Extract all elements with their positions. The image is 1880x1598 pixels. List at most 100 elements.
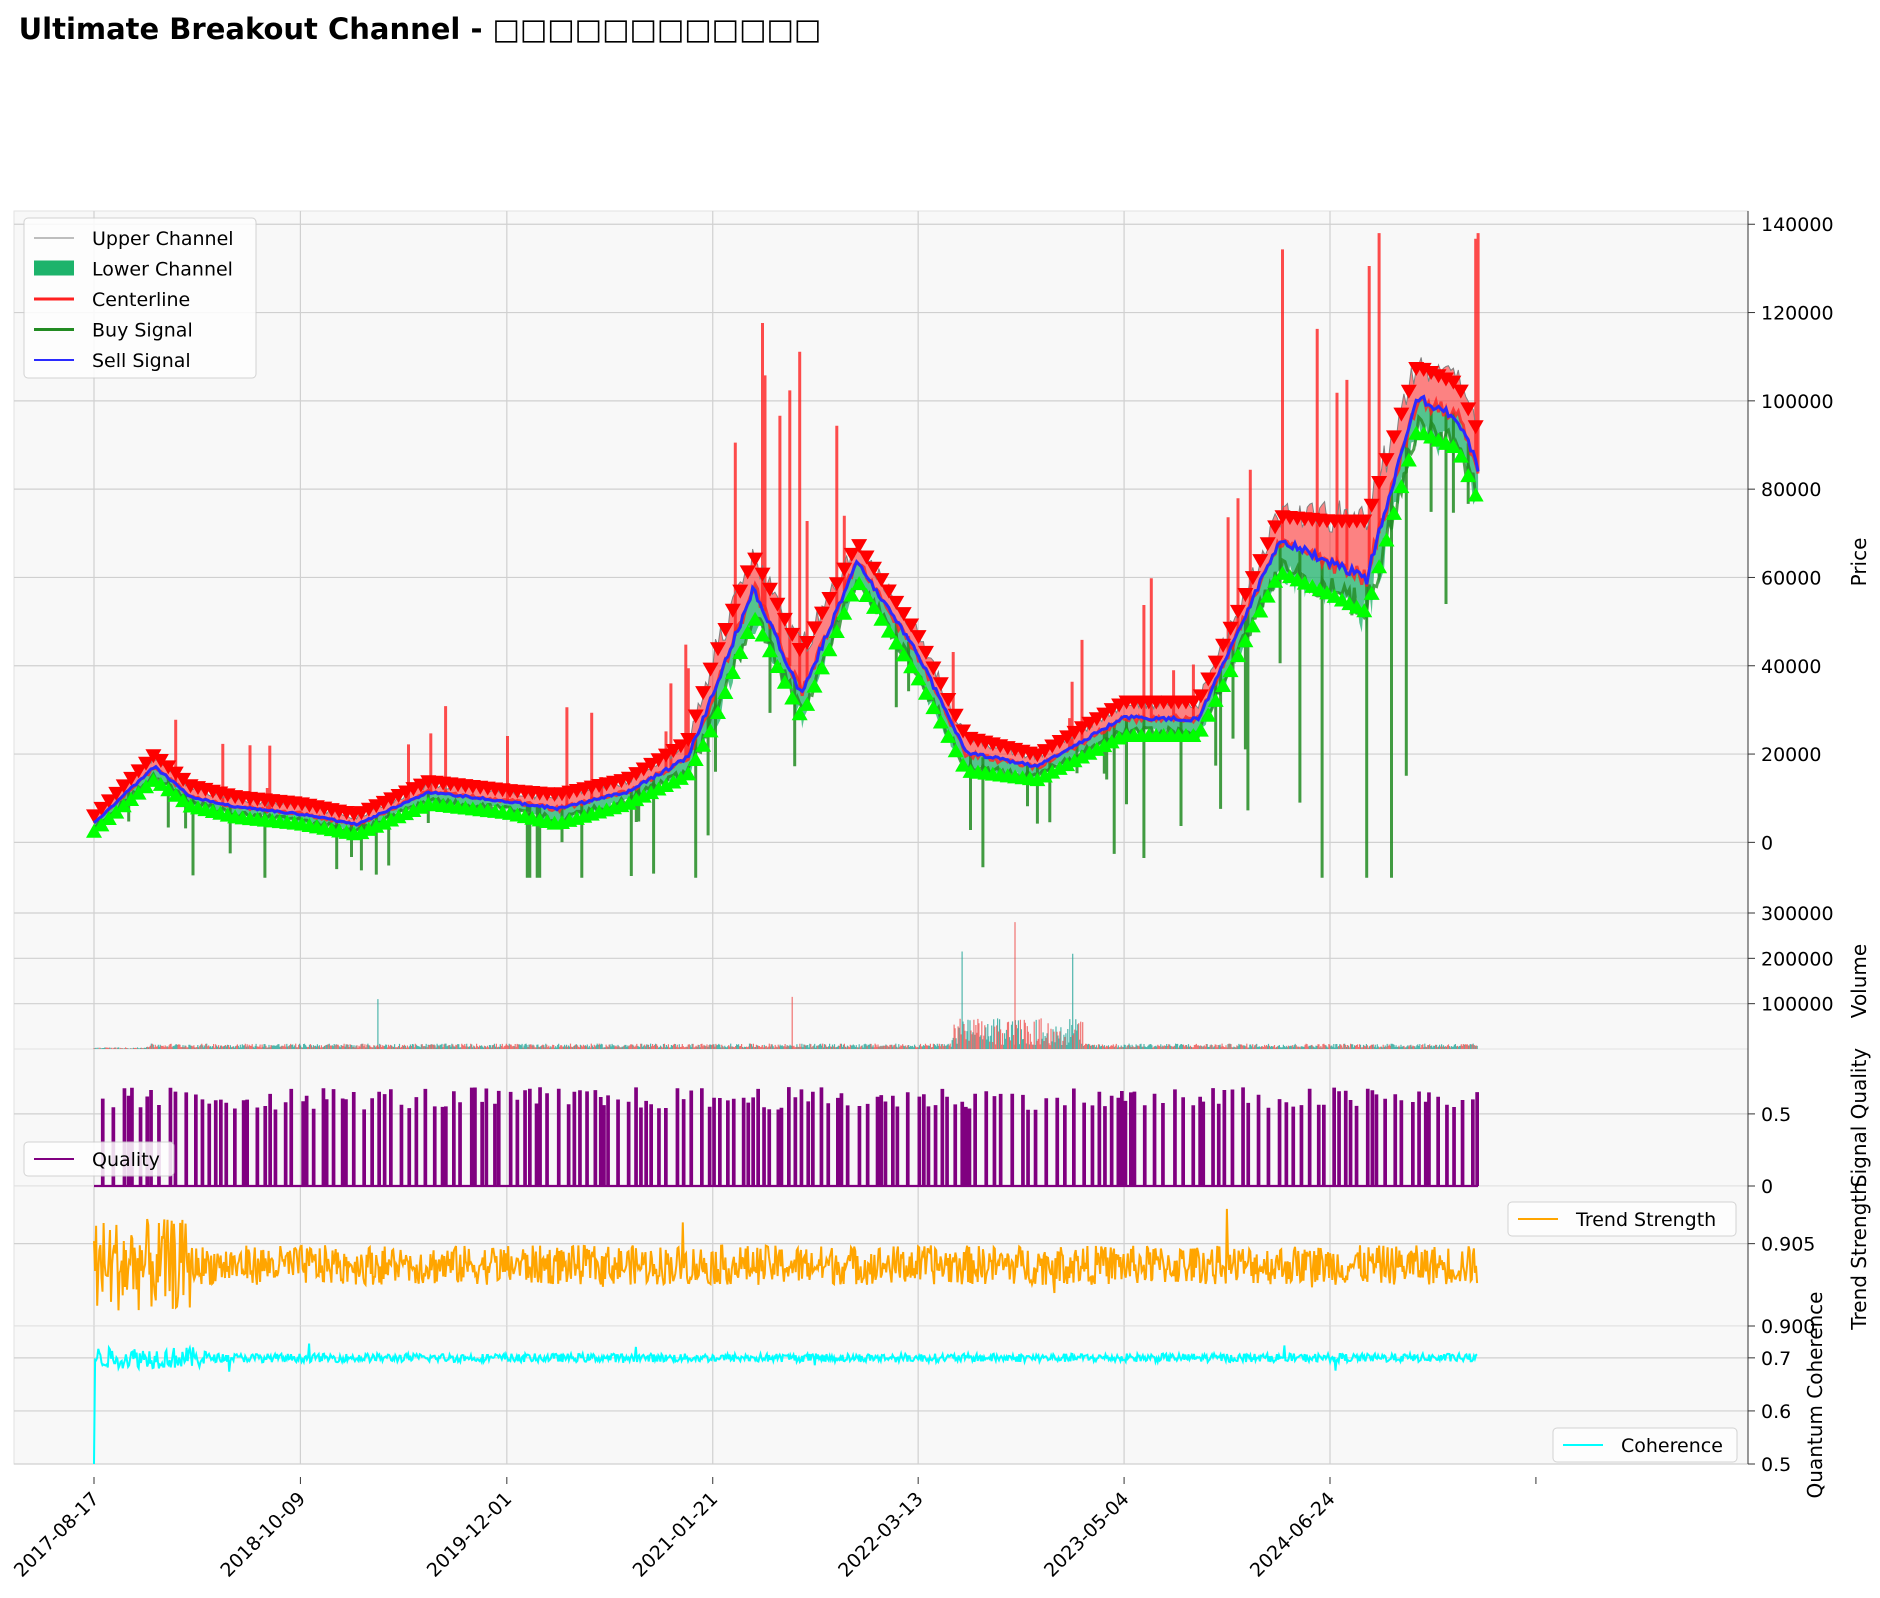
series-quality xyxy=(94,1087,1479,1188)
sell-marker xyxy=(123,771,140,786)
coherence-panel-bg xyxy=(13,1325,1749,1465)
sell-marker xyxy=(1452,384,1469,399)
sell-marker xyxy=(643,757,660,772)
sell-marker xyxy=(1252,554,1269,569)
buy-marker xyxy=(1192,722,1209,737)
buy-marker xyxy=(851,576,868,591)
coherence-axis-label: Quantum Coherence xyxy=(1803,1292,1827,1499)
upper-channel-band xyxy=(94,357,1479,826)
buy-marker xyxy=(1200,707,1217,722)
buy-marker xyxy=(1222,663,1239,678)
buy-marker xyxy=(695,737,712,752)
sell-marker xyxy=(1096,707,1113,722)
chart-title: Ultimate Breakout Channel - □□□□□□□□□□□□ xyxy=(0,12,1880,46)
coherence-legend-box xyxy=(1552,1427,1738,1463)
coherence-legend-label: Coherence xyxy=(1621,1435,1723,1457)
sell-marker xyxy=(917,645,934,660)
buy-marker xyxy=(672,770,689,785)
buy-marker xyxy=(1252,603,1269,618)
buy-marker xyxy=(1036,768,1053,783)
buy-marker xyxy=(657,777,674,792)
buy-marker xyxy=(1215,677,1232,692)
sell-marker xyxy=(843,547,860,562)
buy-marker xyxy=(903,659,920,674)
buy-marker xyxy=(1460,468,1477,483)
quality-ytick-label-0: 0 xyxy=(1761,1176,1773,1198)
sell-marker xyxy=(108,786,125,801)
sell-marker xyxy=(776,612,793,627)
sell-marker xyxy=(1192,689,1209,704)
sell-marker xyxy=(903,618,920,633)
sell-marker xyxy=(865,561,882,576)
quality-legend-label: Quality xyxy=(92,1149,160,1171)
sell-marker xyxy=(739,565,756,580)
buy-marker xyxy=(821,642,838,657)
volume-ytick-label-2: 300000 xyxy=(1761,903,1834,925)
sell-marker xyxy=(747,552,764,567)
buy-marker xyxy=(799,696,816,711)
sell-marker xyxy=(115,779,132,794)
sell-marker xyxy=(628,767,645,782)
buy-marker xyxy=(1452,448,1469,463)
sell-marker xyxy=(1073,721,1090,736)
volume-bars-up xyxy=(94,951,1478,1049)
buy-marker xyxy=(1237,633,1254,648)
sell-marker xyxy=(784,627,801,642)
buy-marker xyxy=(1207,692,1224,707)
buy-marker xyxy=(167,787,184,802)
buy-marker xyxy=(747,611,764,626)
sell-marker xyxy=(137,756,154,771)
buy-marker xyxy=(1267,573,1284,588)
price-ytick-label-2: 40000 xyxy=(1761,656,1821,678)
sell-marker xyxy=(1081,716,1098,731)
sell-marker xyxy=(910,630,927,645)
buy-marker xyxy=(784,690,801,705)
sell-marker xyxy=(828,577,845,592)
buy-marker xyxy=(828,623,845,638)
buy-marker xyxy=(702,723,719,738)
buy-marker xyxy=(1363,585,1380,600)
buy-marker xyxy=(843,587,860,602)
sell-marker xyxy=(709,642,726,657)
buy-marker xyxy=(620,795,637,810)
sell-marker xyxy=(680,732,697,747)
sell-marker xyxy=(93,801,110,816)
sell-marker xyxy=(813,606,830,621)
price-legend-box xyxy=(23,217,257,379)
sell-marker xyxy=(888,595,905,610)
sell-marker xyxy=(1371,475,1388,490)
buy-marker xyxy=(806,678,823,693)
chart-title-text: Ultimate Breakout Channel - □□□□□□□□□□□□ xyxy=(18,12,822,46)
sell-marker xyxy=(724,603,741,618)
buy-marker xyxy=(1356,603,1373,618)
buy-marker xyxy=(880,623,897,638)
volume-axis-label: Volume xyxy=(1847,944,1871,1018)
volume-panel-bg xyxy=(13,912,1749,1050)
buy-marker xyxy=(1185,727,1202,742)
centerline-spikes xyxy=(174,233,1480,811)
legend-swatch-1 xyxy=(34,260,74,276)
volume-ytick-label-0: 100000 xyxy=(1761,994,1834,1016)
buy-marker xyxy=(1244,618,1261,633)
buy-marker xyxy=(1400,452,1417,467)
sell-marker xyxy=(1229,604,1246,619)
buy-marker xyxy=(1385,505,1402,520)
buy-marker xyxy=(1066,753,1083,768)
price-ytick-label-3: 60000 xyxy=(1761,567,1821,589)
buy-marker xyxy=(1229,648,1246,663)
buy-marker xyxy=(687,752,704,767)
price-ytick-label-5: 100000 xyxy=(1761,391,1834,413)
buy-marker xyxy=(724,665,741,680)
series-sell-signal xyxy=(93,394,1480,827)
sell-marker xyxy=(806,621,823,636)
series-coherence xyxy=(93,1343,1478,1465)
buy-marker xyxy=(1059,757,1076,772)
buy-marker xyxy=(643,785,660,800)
buy-marker xyxy=(940,728,957,743)
sell-marker xyxy=(657,748,674,763)
coherence-ytick-label-1: 0.6 xyxy=(1761,1401,1791,1423)
trend-legend-label: Trend Strength xyxy=(1575,1209,1716,1231)
sell-marker xyxy=(761,582,778,597)
buy-marker xyxy=(888,635,905,650)
sell-marker xyxy=(1467,420,1484,435)
